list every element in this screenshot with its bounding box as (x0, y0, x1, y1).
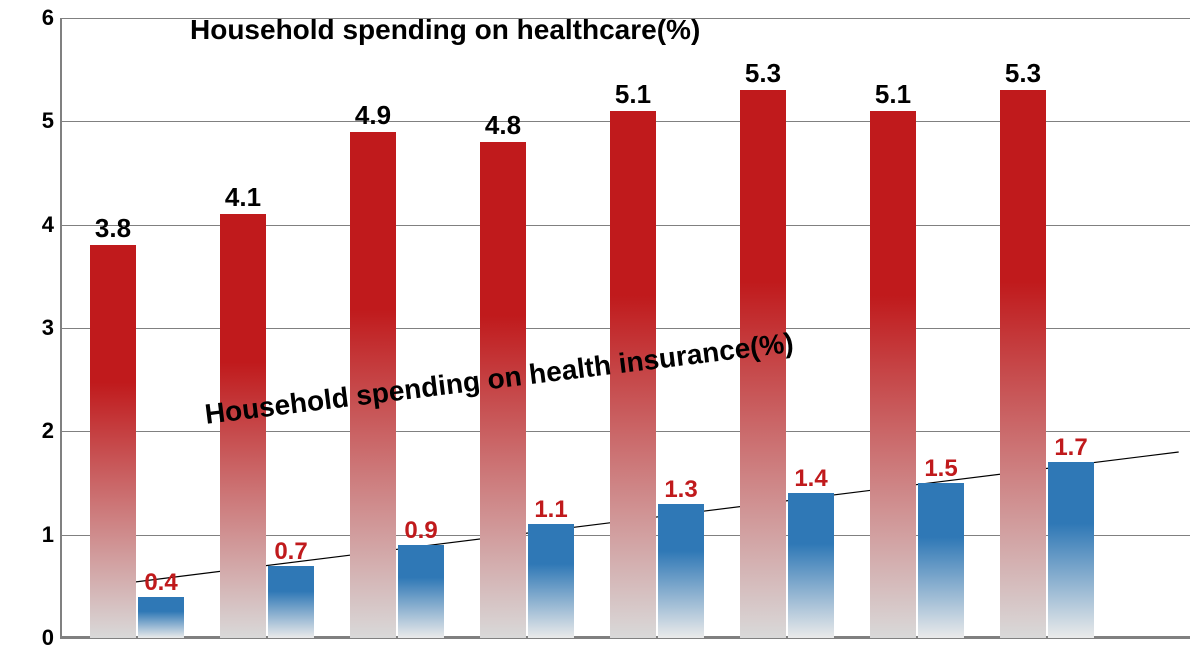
insurance-bar-label: 1.3 (664, 476, 697, 504)
insurance-bar (788, 493, 834, 638)
y-tick-label: 0 (24, 625, 54, 651)
insurance-bar (1048, 462, 1094, 638)
gridline (60, 638, 1190, 639)
insurance-bar-label: 0.4 (144, 569, 177, 597)
healthcare-bar-label: 5.3 (1005, 58, 1041, 89)
insurance-bar (528, 524, 574, 638)
y-tick-label: 6 (24, 5, 54, 31)
insurance-bar-label: 1.1 (534, 496, 567, 524)
healthcare-bar-label: 4.9 (355, 100, 391, 131)
insurance-bar (138, 597, 184, 638)
insurance-bar-label: 1.5 (924, 455, 957, 483)
healthcare-bar (1000, 90, 1046, 638)
y-tick-label: 5 (24, 108, 54, 134)
healthcare-bar (90, 245, 136, 638)
insurance-bar-label: 0.9 (404, 517, 437, 545)
insurance-bar-label: 1.4 (794, 465, 827, 493)
healthcare-bar (870, 111, 916, 638)
chart-container: 0 1 2 3 4 5 6 3.8 4.1 4.9 4.8 5.1 5.3 5.1 5.3 Household… (0, 0, 1200, 670)
y-tick-label: 2 (24, 418, 54, 444)
insurance-bar (658, 504, 704, 638)
plot-area: 01234563.84.14.94.85.15.35.15.3Household… (60, 18, 1190, 638)
healthcare-bar-label: 5.1 (875, 79, 911, 110)
insurance-bar-label: 1.7 (1054, 434, 1087, 462)
y-tick-label: 4 (24, 212, 54, 238)
healthcare-bar-label: 4.8 (485, 110, 521, 141)
healthcare-bar-label: 5.3 (745, 58, 781, 89)
insurance-bar (398, 545, 444, 638)
insurance-bar (268, 566, 314, 638)
insurance-bar (918, 483, 964, 638)
insurance-bar-label: 0.7 (274, 538, 307, 566)
healthcare-bar-label: 5.1 (615, 79, 651, 110)
healthcare-bar-label: 3.8 (95, 213, 131, 244)
healthcare-bar-label: 4.1 (225, 182, 261, 213)
y-tick-label: 1 (24, 522, 54, 548)
healthcare-series-title: Household spending on healthcare(%) (190, 14, 700, 46)
y-tick-label: 3 (24, 315, 54, 341)
